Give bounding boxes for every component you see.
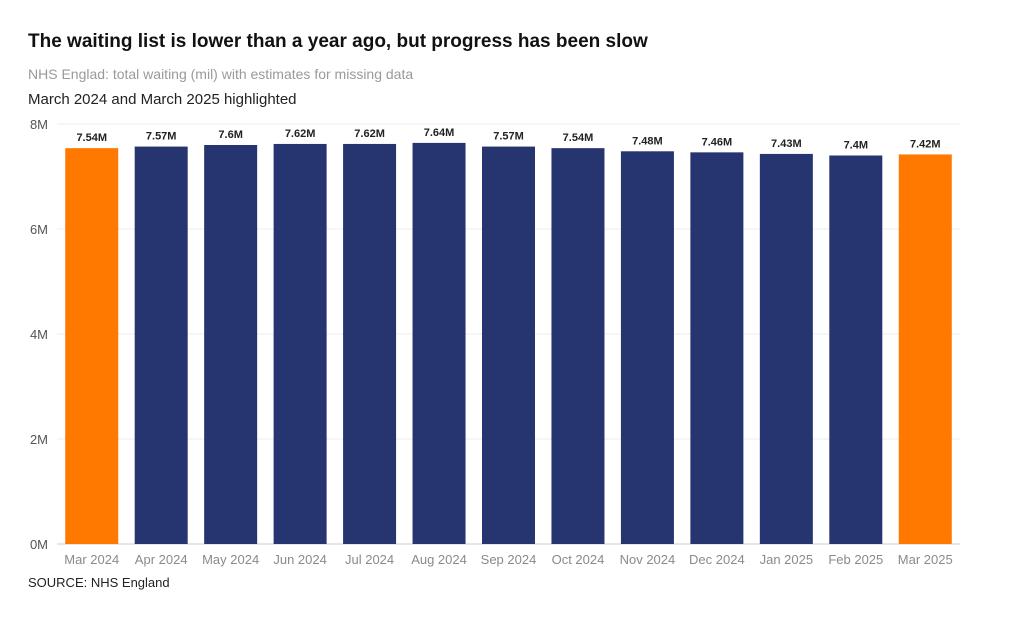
bar (482, 146, 535, 544)
x-tick-label: Aug 2024 (411, 552, 467, 567)
x-tick-label: Mar 2025 (898, 552, 953, 567)
data-label: 7.54M (76, 132, 107, 144)
y-tick-label: 2M (30, 432, 48, 447)
data-label: 7.4M (844, 140, 868, 152)
bar (204, 145, 258, 544)
x-tick-label: Oct 2024 (552, 552, 605, 567)
chart-title: The waiting list is lower than a year ag… (28, 31, 648, 52)
bar (551, 148, 605, 544)
data-label: 7.43M (771, 138, 802, 150)
data-label: 7.48M (632, 135, 663, 147)
bar (898, 154, 952, 544)
data-label: 7.62M (285, 128, 316, 140)
y-tick-label: 8M (30, 117, 48, 132)
x-tick-label: Jul 2024 (345, 552, 394, 567)
bar (65, 148, 119, 544)
data-label: 7.62M (354, 128, 385, 140)
data-label: 7.57M (493, 131, 524, 143)
x-tick-label: Apr 2024 (135, 552, 188, 567)
y-tick-label: 0M (30, 537, 48, 552)
y-tick-label: 6M (30, 222, 48, 237)
highlight-note: March 2024 and March 2025 highlighted (28, 91, 297, 108)
x-tick-label: Jun 2024 (273, 552, 327, 567)
bar (412, 142, 466, 544)
data-label: 7.64M (424, 127, 455, 139)
bar (273, 143, 327, 544)
data-label: 7.54M (563, 132, 594, 144)
bar (134, 146, 188, 544)
bar (690, 152, 744, 544)
y-tick-label: 4M (30, 327, 48, 342)
chart-subtitle: NHS Englad: total waiting (mil) with est… (28, 66, 414, 82)
bar (620, 151, 674, 545)
bar (759, 153, 813, 545)
x-tick-label: Mar 2024 (64, 552, 119, 567)
data-label: 7.42M (910, 138, 941, 150)
x-tick-label: Jan 2025 (760, 552, 814, 567)
source-note: SOURCE: NHS England (28, 575, 170, 590)
x-tick-label: May 2024 (202, 552, 259, 567)
data-label: 7.46M (702, 136, 733, 148)
bar (829, 155, 883, 544)
x-tick-label: Sep 2024 (481, 552, 537, 567)
bar (343, 143, 397, 544)
x-tick-label: Dec 2024 (689, 552, 745, 567)
x-tick-label: Feb 2025 (828, 552, 883, 567)
data-label: 7.6M (218, 129, 242, 141)
x-tick-label: Nov 2024 (620, 552, 676, 567)
data-label: 7.57M (146, 131, 177, 143)
